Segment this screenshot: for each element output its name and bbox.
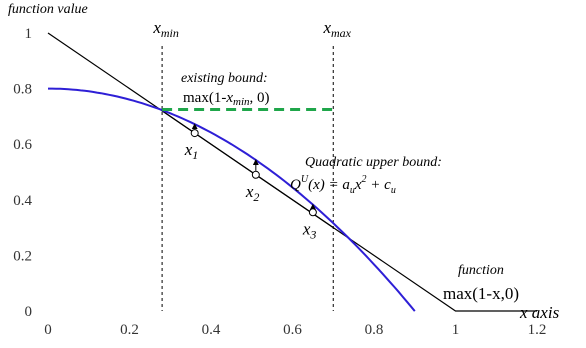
x-tick-label: 0: [44, 322, 52, 338]
x-tick-label: 0.6: [283, 322, 302, 338]
quadratic-bound-formula: QU(x) = aux2 + cu: [290, 174, 396, 196]
sample-point: [251, 170, 260, 179]
x-min-label: xmin: [152, 18, 179, 40]
x-tick-label: 0.4: [202, 322, 221, 338]
y-tick-label: 0.6: [13, 137, 32, 153]
point-label: x2: [245, 182, 260, 204]
y-tick-label: 0.4: [13, 193, 32, 209]
sample-point: [190, 129, 199, 138]
y-tick-label: 0.8: [13, 82, 32, 98]
y-axis-title: function value: [8, 2, 88, 17]
function-title: function: [458, 263, 504, 278]
x-tick-label: 1.2: [528, 322, 547, 338]
inner-segment-line: [161, 110, 334, 229]
point-label: x1: [184, 140, 199, 162]
x-tick-label: 0.8: [365, 322, 384, 338]
y-tick-label: 0.2: [13, 248, 32, 264]
sample-point: [308, 208, 317, 217]
quadratic-bound-title: Quadratic upper bound:: [305, 155, 442, 170]
sample-points: x1 x2 x3: [184, 123, 317, 241]
point-label: x3: [302, 219, 317, 241]
x-tick-labels: 0 0.2 0.4 0.6 0.8 1 1.2: [44, 322, 546, 338]
function-formula: max(1-x,0): [443, 284, 519, 303]
x-tick-label: 1: [452, 322, 460, 338]
existing-bound-formula: max(1-xmin, 0): [183, 90, 270, 108]
x-axis-title: x axis: [519, 303, 560, 322]
x-max-label: xmax: [322, 18, 351, 40]
x-tick-label: 0.2: [120, 322, 139, 338]
y-tick-label: 1: [25, 26, 33, 42]
quadratic-upper-bound-curve: [48, 87, 416, 312]
y-tick-label: 0: [25, 304, 33, 320]
y-tick-labels: 0 0.2 0.4 0.6 0.8 1: [13, 26, 32, 320]
existing-bound-title: existing bound:: [181, 71, 268, 86]
